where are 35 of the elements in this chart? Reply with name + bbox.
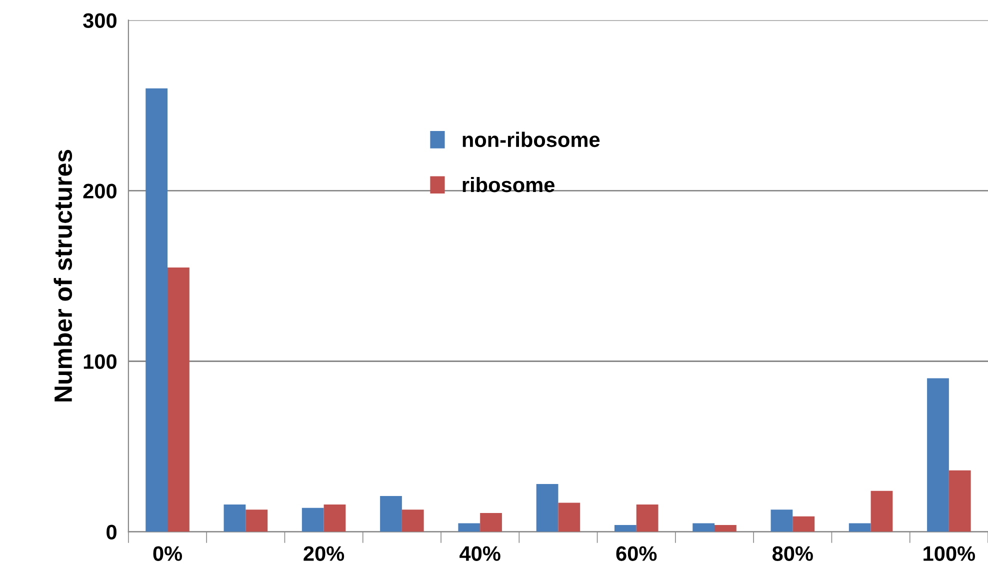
legend-label: ribosome (462, 176, 554, 192)
x-tick-label: 100% (924, 546, 976, 561)
y-tick-label: 200 (83, 184, 116, 198)
x-tick-label: 20% (304, 546, 344, 561)
bar (848, 523, 871, 532)
bar (302, 508, 324, 532)
bar (324, 504, 346, 532)
bar (792, 516, 815, 532)
bar (927, 378, 949, 532)
bar (636, 504, 658, 532)
x-tick-label: 0% (153, 546, 182, 561)
x-tick-label: 60% (616, 546, 657, 561)
bar (558, 502, 580, 532)
bar (224, 504, 246, 532)
y-axis-title: Number of structures (54, 150, 72, 402)
bar (246, 510, 268, 532)
y-tick-label: 100 (84, 354, 116, 370)
bar (536, 484, 558, 532)
bar (870, 490, 893, 532)
x-tick-label: 80% (772, 546, 813, 561)
x-tick-label: 40% (460, 546, 500, 561)
bar (770, 510, 793, 532)
bar (402, 510, 424, 532)
bar (168, 267, 190, 532)
legend-label: non-ribosome (462, 132, 600, 148)
bar (692, 523, 715, 532)
bar (948, 470, 971, 532)
bar (714, 524, 736, 532)
y-tick-label: 0 (106, 524, 116, 540)
bar (458, 523, 480, 532)
bar (380, 496, 402, 532)
bar (614, 524, 636, 532)
y-tick-label: 300 (83, 13, 116, 28)
bar (480, 513, 502, 532)
bar (146, 88, 168, 532)
